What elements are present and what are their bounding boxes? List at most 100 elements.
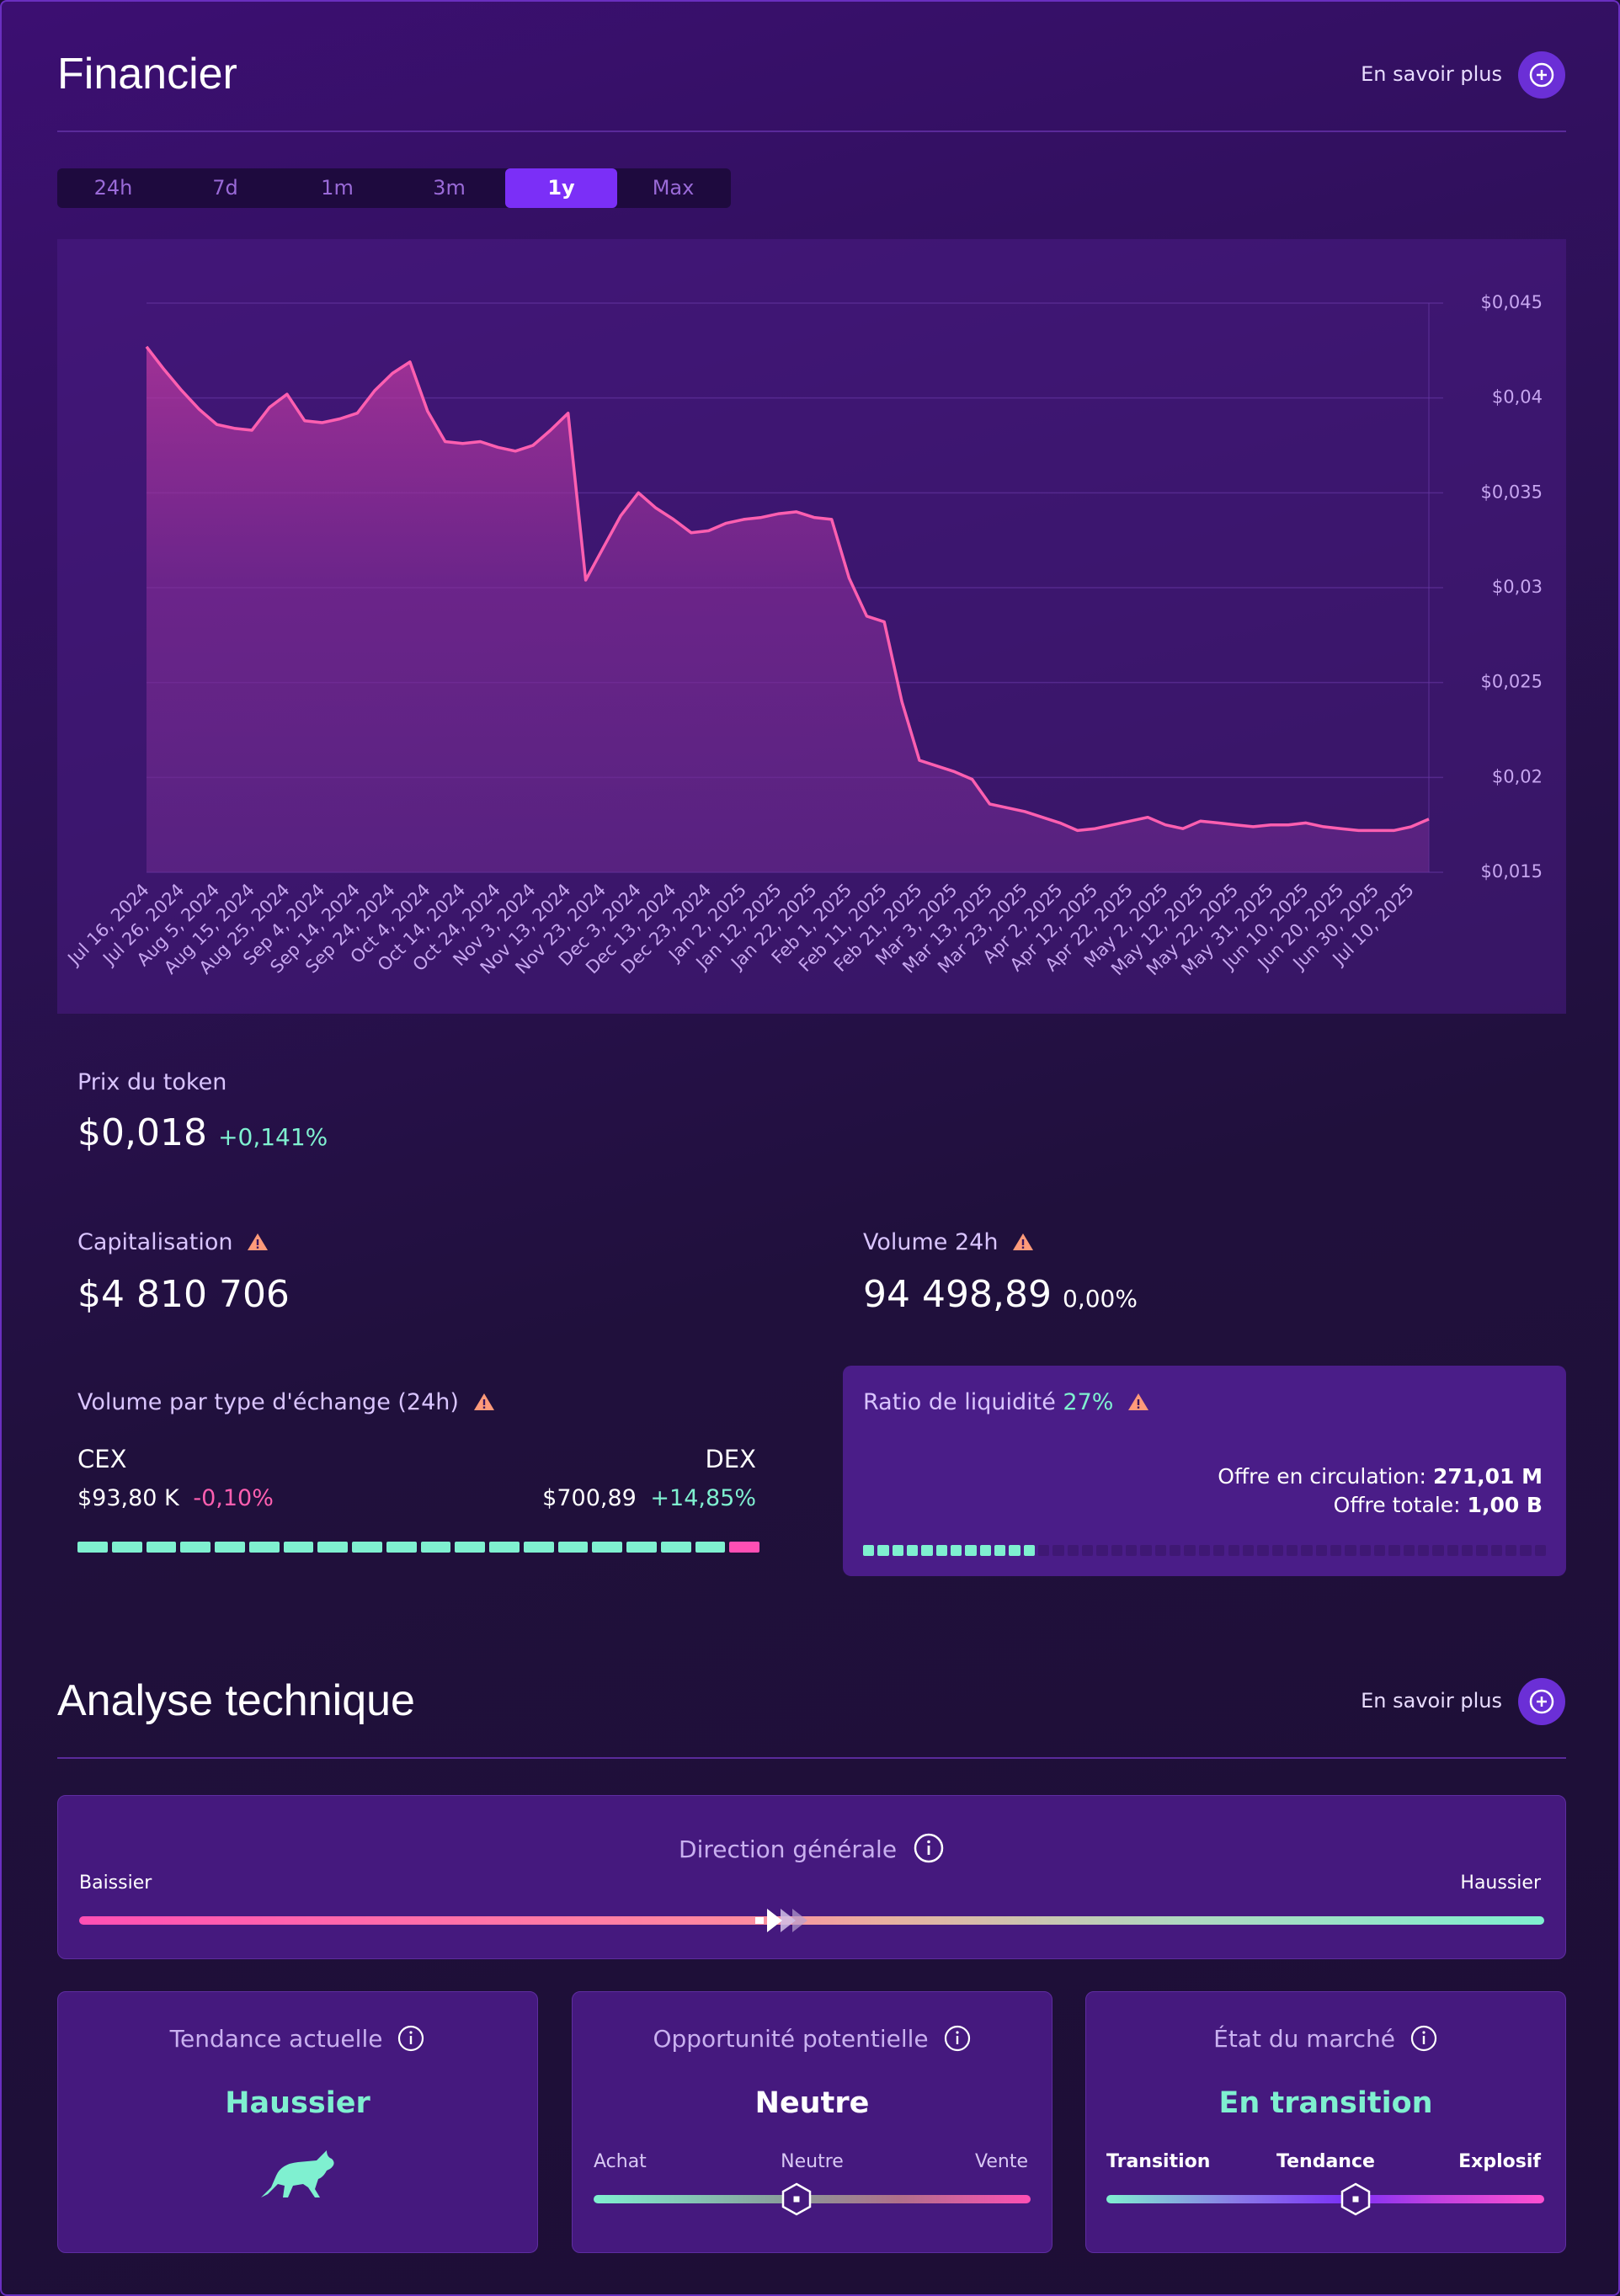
exchange-text: Volume par type d'échange (24h) <box>77 1389 459 1415</box>
bar-segment <box>1038 1545 1050 1556</box>
chat-button[interactable] <box>1518 1678 1565 1725</box>
bar-segment <box>1126 1545 1138 1556</box>
volume-label: Volume 24h <box>863 1229 1034 1255</box>
bar-segment <box>1257 1545 1269 1556</box>
info-icon[interactable] <box>943 2024 972 2053</box>
bullish-label: Haussier <box>1460 1872 1541 1894</box>
opportunity-value: Neutre <box>754 2086 870 2120</box>
bar-segment <box>1403 1545 1415 1556</box>
warning-icon <box>1128 1393 1149 1410</box>
bar-segment <box>695 1542 726 1553</box>
tab[interactable]: 7d <box>212 176 238 200</box>
market-state-card <box>1085 1991 1566 2253</box>
bar-segment <box>248 1542 280 1553</box>
direction-marker <box>755 1909 807 1932</box>
market-state-bar <box>1106 2195 1544 2203</box>
volume-text: Volume 24h <box>863 1229 999 1255</box>
bull-icon <box>261 2150 334 2197</box>
bar-segment <box>1345 1545 1356 1556</box>
y-tick-label: $0,035 <box>1481 482 1543 502</box>
learn-more[interactable]: En savoir plus <box>1361 1689 1502 1713</box>
circulating-label: Offre en circulation: <box>1218 1464 1426 1489</box>
bar-segment <box>1432 1545 1444 1556</box>
bar-segment <box>111 1542 142 1553</box>
learn-more[interactable]: En savoir plus <box>1361 62 1502 86</box>
trend-value: Haussier <box>225 2086 370 2120</box>
bar-segment <box>994 1545 1006 1556</box>
tab[interactable]: 1y <box>505 168 617 208</box>
bar-segment <box>951 1545 962 1556</box>
tab[interactable]: Max <box>652 176 695 200</box>
bar-segment <box>660 1542 691 1553</box>
bar-segment <box>979 1545 992 1556</box>
bar-segment <box>1242 1545 1255 1556</box>
bar-segment <box>1154 1545 1167 1556</box>
bar-segment <box>1330 1545 1342 1556</box>
dex-value: $700,89 <box>542 1485 637 1511</box>
cex-change: -0,10% <box>193 1485 274 1511</box>
bar-segment <box>1505 1545 1517 1556</box>
bar-segment <box>1096 1545 1108 1556</box>
y-tick-label: $0,04 <box>1492 387 1543 408</box>
info-icon[interactable] <box>1410 2024 1438 2053</box>
scale-label: Neutre <box>781 2151 844 2172</box>
info-icon[interactable] <box>913 1832 945 1864</box>
direction-title: Direction générale <box>57 1832 1566 1864</box>
bar-segment <box>1111 1545 1123 1556</box>
bar-segment <box>592 1542 622 1553</box>
bar-segment <box>317 1542 348 1553</box>
bar-segment <box>1082 1545 1094 1556</box>
section-title: Financier <box>57 50 237 99</box>
y-tick-label: $0,025 <box>1481 672 1543 692</box>
section-title: Analyse technique <box>57 1676 415 1725</box>
bar-segment <box>1534 1545 1546 1556</box>
trend-title: Tendance actuelle <box>57 2024 538 2053</box>
liquidity-bar <box>863 1545 1546 1556</box>
bar-segment <box>1388 1545 1400 1556</box>
line <box>145 345 1430 833</box>
liquidity-text: Ratio de liquidité <box>863 1389 1056 1415</box>
market-state-text: État du marché <box>1213 2025 1395 2053</box>
market-state-marker <box>1340 2182 1371 2216</box>
divider <box>57 131 1566 132</box>
y-tick-label: $0,045 <box>1481 292 1543 312</box>
tab[interactable]: 1m <box>321 176 354 200</box>
tab[interactable]: 3m <box>433 176 466 200</box>
scale-label: Explosif <box>1458 2151 1541 2172</box>
bar-segment <box>420 1542 451 1553</box>
bar-segment <box>352 1542 382 1553</box>
chat-button[interactable] <box>1518 51 1565 99</box>
direction-text: Direction générale <box>679 1835 898 1863</box>
bar-segment <box>146 1542 177 1553</box>
total-value: 1,00 B <box>1467 1493 1543 1517</box>
bar-segment <box>1213 1545 1225 1556</box>
token-price-value: $0,018 <box>77 1111 207 1154</box>
tab[interactable]: 24h <box>93 176 133 200</box>
bar-segment <box>1359 1545 1371 1556</box>
cex: $93,80 K -0,10% <box>77 1485 274 1511</box>
market-state-title: État du marché <box>1085 2024 1566 2053</box>
scale-label: Tendance <box>1276 2151 1375 2172</box>
bar-segment <box>1228 1545 1239 1556</box>
bar-segment <box>1447 1545 1458 1556</box>
opportunity-text: Opportunité potentielle <box>653 2025 929 2053</box>
bar-segment <box>626 1542 657 1553</box>
bar-segment <box>489 1542 520 1553</box>
cex-value: $93,80 K <box>77 1485 179 1511</box>
cex-label: CEX <box>77 1445 127 1473</box>
bar-segment <box>863 1545 875 1556</box>
direction-card <box>57 1795 1566 1959</box>
circulating: Offre en circulation: 271,01 M <box>1218 1464 1543 1489</box>
bar-segment <box>1417 1545 1430 1556</box>
bar-segment <box>729 1542 759 1553</box>
market-cap-value: $4 810 706 <box>77 1273 290 1316</box>
volume: 94 498,89 0,00% <box>863 1273 1138 1316</box>
info-icon[interactable] <box>397 2024 425 2053</box>
bar-segment <box>1170 1545 1181 1556</box>
bar-segment <box>1286 1545 1298 1556</box>
bar-segment <box>892 1545 903 1556</box>
exchange-label: Volume par type d'échange (24h) <box>77 1389 495 1415</box>
area <box>147 346 1429 872</box>
bar-segment <box>1490 1545 1502 1556</box>
bar-segment <box>907 1545 919 1556</box>
